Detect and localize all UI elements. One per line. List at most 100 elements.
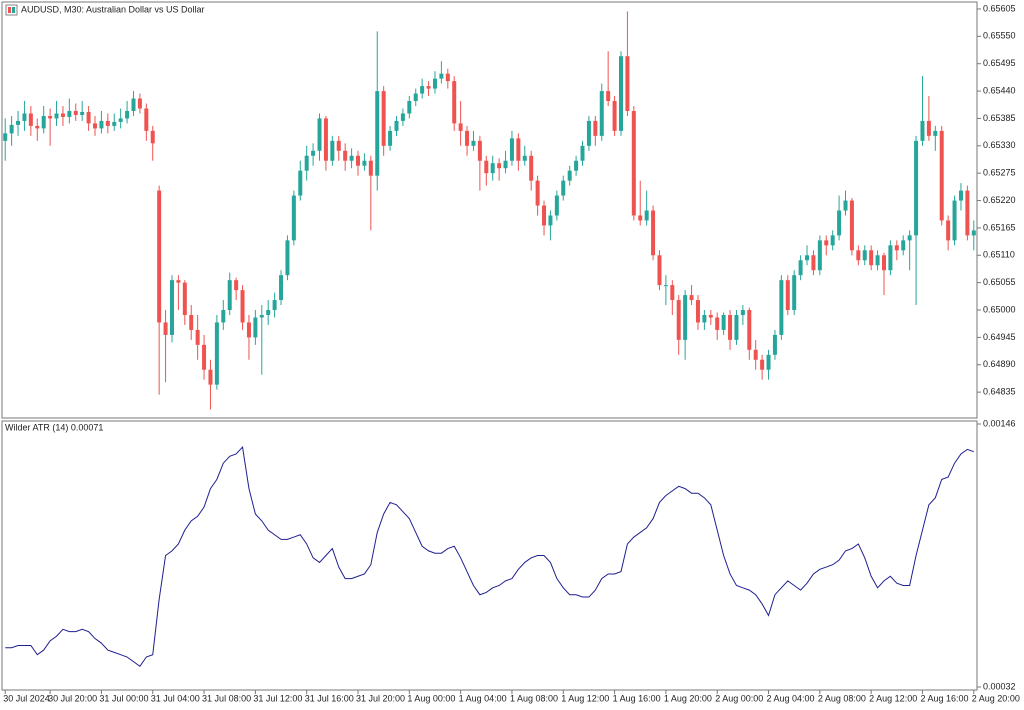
candle-body [740, 310, 745, 315]
candle-body [150, 130, 155, 144]
candle-body [394, 120, 399, 131]
candle-body [368, 160, 373, 176]
candle-body [490, 163, 495, 174]
y-tick-label: 0.64835 [983, 386, 1016, 396]
candle-body [856, 250, 861, 261]
candle-body [317, 118, 322, 151]
candle-body [234, 280, 239, 291]
y-tick-label: 0.65330 [983, 140, 1016, 150]
candle-body [323, 118, 328, 161]
candle-body [561, 180, 566, 196]
candle-body [291, 195, 296, 241]
candle-body [304, 155, 309, 171]
candle-body [41, 115, 46, 129]
candle-body [9, 124, 14, 134]
candle-body [471, 140, 476, 146]
x-tick-label: 31 Jul 16:00 [305, 693, 354, 703]
x-tick-label: 2 Aug 20:00 [972, 693, 1020, 703]
candle-body [176, 280, 181, 283]
candle-body [432, 78, 437, 89]
candle-body [73, 110, 78, 115]
candle-body [208, 369, 213, 385]
candle-body [606, 91, 611, 102]
candle-body [125, 110, 130, 119]
candle-body [35, 125, 40, 129]
candle-body [965, 190, 970, 236]
candle-body [105, 120, 110, 126]
y-tick-label: 0.65110 [983, 250, 1015, 260]
candle-body [766, 354, 771, 370]
candle-body [676, 300, 681, 340]
candle-body [946, 220, 951, 241]
x-tick-label: 1 Aug 16:00 [613, 693, 661, 703]
candle-body [503, 160, 508, 169]
x-tick-label: 30 Jul 2024 [3, 693, 50, 703]
y-tick-label: 0.65275 [983, 168, 1016, 178]
candle-body [221, 310, 226, 323]
candle-body [144, 108, 149, 131]
candle-body [618, 56, 623, 131]
y-tick-label: 0.65605 [983, 3, 1016, 13]
candle-body [631, 110, 636, 216]
x-tick-label: 2 Aug 04:00 [767, 693, 815, 703]
candle-body [824, 240, 829, 246]
candle-body [920, 120, 925, 141]
x-tick-label: 31 Jul 04:00 [151, 693, 200, 703]
candle-body [227, 280, 232, 311]
candle-body [16, 120, 21, 125]
candle-body [695, 300, 700, 323]
x-tick-label: 1 Aug 20:00 [664, 693, 712, 703]
y-tick-label: 0.65055 [983, 277, 1016, 287]
candle-body [202, 344, 207, 370]
candle-body [574, 160, 579, 171]
candle-body [548, 215, 553, 226]
candle-body [554, 195, 559, 216]
indicator-title: Wilder ATR (14) 0.00071 [5, 422, 103, 432]
candle-body [131, 98, 136, 111]
candle-body [420, 86, 425, 94]
candle-body [93, 123, 98, 129]
candle-body [407, 101, 412, 114]
candle-body [958, 190, 963, 201]
candle-body [689, 295, 694, 301]
x-tick-label: 1 Aug 00:00 [407, 693, 455, 703]
candle-body [86, 111, 91, 124]
y-tick-label: 0.65495 [983, 58, 1016, 68]
candle-body [625, 56, 630, 111]
x-tick-label: 2 Aug 12:00 [869, 693, 917, 703]
icon-bar [8, 7, 11, 13]
candle-body [214, 322, 219, 385]
candle-body [28, 113, 33, 126]
atr-line [5, 445, 974, 667]
candle-body [702, 314, 707, 323]
candle-body [54, 113, 59, 119]
candle-body [811, 255, 816, 271]
candle-body [279, 275, 284, 301]
candle-body [785, 280, 790, 311]
candle-body [388, 130, 393, 146]
candle-body [971, 230, 976, 236]
candle-body [439, 73, 444, 79]
candle-body [497, 163, 502, 169]
y-tick-label: 0.65385 [983, 113, 1016, 123]
y-tick-label: 0.65000 [983, 304, 1016, 314]
candle-body [182, 282, 187, 315]
candle-body [952, 200, 957, 241]
candle-body [593, 120, 598, 136]
candle-body [567, 170, 572, 181]
icon-frame [5, 4, 18, 16]
candle-body [881, 255, 886, 271]
candle-body [465, 130, 470, 146]
candle-body [843, 200, 848, 211]
candle-body [586, 120, 591, 146]
y-tick-label: 0.64890 [983, 359, 1016, 369]
y-tick-label: 0.65165 [983, 222, 1016, 232]
candle-body [189, 314, 194, 330]
candle-body [708, 314, 713, 318]
candle-body [259, 314, 264, 318]
candle-body [657, 255, 662, 286]
candle-body [753, 349, 758, 360]
candle-body [343, 150, 348, 161]
candle-body [272, 300, 277, 311]
candle-body [535, 180, 540, 206]
